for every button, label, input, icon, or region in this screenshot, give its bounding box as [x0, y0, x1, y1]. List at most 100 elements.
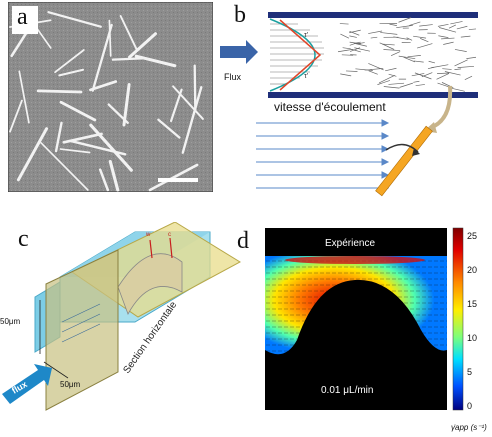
nanorod [36, 89, 83, 94]
rod-segment [341, 54, 354, 56]
channel-3d-schematic: w c 50μm 50μm Section horizontale flux [0, 222, 242, 411]
rod-segment [413, 60, 424, 63]
tau-label-bottom: τ' [304, 73, 308, 80]
channel-top-wall [268, 12, 478, 18]
rod-segment [398, 55, 416, 60]
nanorod [148, 163, 199, 192]
rod-segment [349, 47, 361, 52]
rod-segment [441, 37, 455, 40]
rod-segment [428, 60, 436, 64]
nanorod [54, 121, 63, 153]
nanorod [54, 49, 85, 74]
panel-letter-b: b [234, 2, 246, 28]
rod-segment [443, 41, 454, 45]
nanorod [62, 132, 103, 144]
flow-diagram: τ' τ' Flux vitesse d'écoulement [220, 12, 478, 197]
speed-label: vitesse d'écoulement [274, 100, 386, 114]
rod-segment [339, 23, 349, 25]
rod-segment [454, 59, 468, 67]
nanorod [119, 15, 138, 52]
nanorod [108, 160, 120, 192]
rod-segment [342, 47, 351, 50]
rod-segment [383, 86, 400, 89]
rod-segment [416, 43, 433, 49]
rod-segment [388, 73, 397, 77]
nanorod [108, 19, 112, 57]
rod-segment [457, 65, 474, 68]
nanorod [181, 86, 203, 154]
rod-segment [369, 68, 384, 71]
rod-segment [355, 68, 373, 71]
dimension-left: 50μm [0, 317, 21, 326]
nanorod [40, 142, 89, 191]
nanorod [172, 85, 204, 120]
nanorod [58, 68, 85, 77]
w-label: w [145, 232, 151, 238]
colorbar-label: γ̇app (s⁻¹) [451, 423, 487, 432]
rod-segment [431, 64, 449, 69]
colorbar-tick: 10 [467, 333, 477, 343]
nanorod [16, 127, 49, 182]
rod-segment [403, 56, 416, 63]
rod-segment [456, 25, 468, 30]
nanorod [59, 100, 97, 122]
rod-segment [340, 33, 350, 39]
rod-segment [438, 27, 457, 33]
rod-segment [420, 38, 429, 43]
scale-bar [158, 178, 198, 182]
rod-segment [407, 55, 421, 58]
panel-d: d Expérience 0.01 μL/min [235, 222, 492, 437]
flux-arrow-icon [2, 364, 52, 404]
rod-segment [399, 82, 413, 88]
rod-segment [389, 23, 397, 26]
rod-segment [436, 73, 450, 80]
nanorod [122, 83, 131, 127]
colorbar-tick: 15 [467, 299, 477, 309]
colorbar-tick: 5 [467, 367, 472, 377]
panel-letter-a: a [17, 4, 28, 30]
nanorod [59, 148, 91, 154]
nanorod [89, 123, 133, 172]
panel-letter-d: d [237, 228, 249, 254]
rod-segment [390, 51, 401, 56]
rod-segment [396, 25, 413, 29]
rod-segment [406, 37, 413, 41]
rod-segment [442, 68, 452, 70]
rod-segment [393, 36, 409, 40]
shear-profile [279, 19, 322, 91]
rod-segment [444, 71, 461, 76]
tau-label-top: τ' [304, 32, 308, 39]
rod-segment [454, 68, 462, 70]
nanorod [134, 54, 177, 68]
rod-segment [345, 70, 358, 72]
sem-micrograph [7, 1, 214, 193]
rod-segment [414, 72, 432, 80]
colorbar-tick: 25 [467, 231, 477, 241]
rod-segment [379, 42, 395, 50]
colorbar-tick: 20 [467, 265, 477, 275]
rod-segment [351, 48, 361, 53]
rod-segment [357, 42, 365, 45]
streamline-arrows [256, 119, 390, 192]
rod-segment [349, 35, 357, 38]
c-label: c [168, 232, 171, 238]
rod-segment [377, 80, 391, 85]
rod-segment [398, 17, 412, 23]
nanorod [157, 118, 181, 139]
rod-segment [337, 49, 353, 53]
aligned-rods [337, 17, 477, 92]
obstacle [117, 253, 183, 315]
dimension-bottom: 50μm [60, 380, 81, 389]
rod-segment [370, 36, 378, 39]
nanorod [9, 99, 23, 133]
panel-a: a [7, 1, 214, 193]
rod-segment [437, 82, 449, 88]
rod-segment [388, 82, 405, 85]
panel-c: c w c 50μm 50μm Section horizontale flux [0, 222, 245, 437]
rod-segment [468, 28, 477, 30]
nanorod [128, 32, 157, 59]
rod-segment [349, 31, 360, 36]
nanorod [91, 23, 113, 92]
rod-segment [409, 21, 421, 26]
flux-arrow-icon [220, 40, 258, 64]
